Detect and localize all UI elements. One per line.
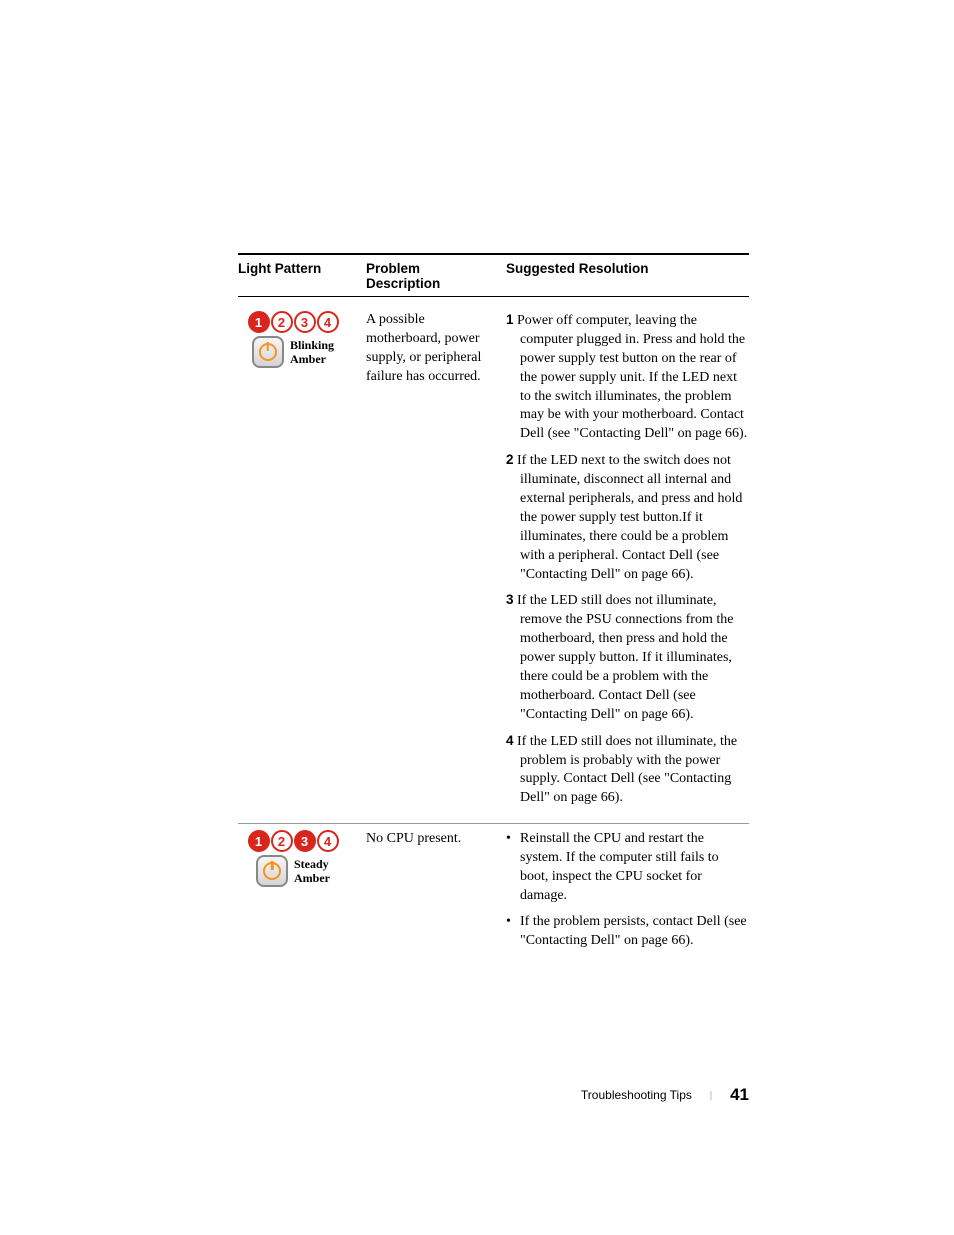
power-button-icon <box>252 336 284 368</box>
page-content: Light Pattern Problem Description Sugges… <box>0 0 954 966</box>
resolution-item: If the problem persists, contact Dell (s… <box>506 913 749 951</box>
led-indicator-icon: 4 <box>317 311 339 333</box>
led-indicator-icon: 4 <box>317 830 339 852</box>
power-button-icon <box>256 855 288 887</box>
power-label: BlinkingAmber <box>290 338 334 367</box>
led-indicator-icon: 1 <box>248 830 270 852</box>
step-number: 4 <box>506 733 514 748</box>
page-footer: Troubleshooting Tips | 41 <box>581 1085 749 1105</box>
header-problem: Problem Description <box>366 261 506 291</box>
table-row: 1234 SteadyAmber No CPU present.Reinstall … <box>238 824 749 965</box>
power-row: SteadyAmber <box>256 855 330 887</box>
footer-section: Troubleshooting Tips <box>581 1088 692 1102</box>
top-rule <box>238 253 749 255</box>
problem-description: No CPU present. <box>366 830 506 957</box>
resolution-list: 1 Power off computer, leaving the comput… <box>506 311 749 808</box>
header-resolution: Suggested Resolution <box>506 261 749 291</box>
led-indicator-icon: 2 <box>271 830 293 852</box>
led-indicator-icon: 3 <box>294 311 316 333</box>
resolution-item: 2 If the LED next to the switch does not… <box>506 451 749 584</box>
light-pattern-cell: 1234 SteadyAmber <box>238 830 366 957</box>
step-number: 3 <box>506 592 514 607</box>
footer-separator: | <box>710 1089 712 1101</box>
led-indicator-icon: 2 <box>271 311 293 333</box>
table-header: Light Pattern Problem Description Sugges… <box>238 261 749 297</box>
light-pattern-cell: 1234 BlinkingAmber <box>238 311 366 815</box>
footer-page-number: 41 <box>730 1085 749 1105</box>
header-light-pattern: Light Pattern <box>238 261 366 291</box>
suggested-resolution: Reinstall the CPU and restart the system… <box>506 830 749 957</box>
resolution-item: 3 If the LED still does not illuminate, … <box>506 591 749 724</box>
power-row: BlinkingAmber <box>252 336 334 368</box>
table-row: 1234BlinkingAmberA possible motherboard,… <box>238 305 749 824</box>
led-indicator-icon: 1 <box>248 311 270 333</box>
problem-description: A possible motherboard, power supply, or… <box>366 311 506 815</box>
step-number: 2 <box>506 452 514 467</box>
light-pattern: 1234 BlinkingAmber <box>238 311 348 368</box>
led-row: 1234 <box>247 311 339 333</box>
resolution-list: Reinstall the CPU and restart the system… <box>506 830 749 950</box>
suggested-resolution: 1 Power off computer, leaving the comput… <box>506 311 749 815</box>
led-indicator-icon: 3 <box>294 830 316 852</box>
resolution-item: Reinstall the CPU and restart the system… <box>506 830 749 906</box>
resolution-item: 1 Power off computer, leaving the comput… <box>506 311 749 444</box>
step-number: 1 <box>506 312 514 327</box>
light-pattern: 1234 SteadyAmber <box>238 830 348 887</box>
power-label: SteadyAmber <box>294 857 330 886</box>
resolution-item: 4 If the LED still does not illuminate, … <box>506 732 749 809</box>
power-icon <box>263 862 281 880</box>
led-row: 1234 <box>247 830 339 852</box>
table-body: 1234BlinkingAmberA possible motherboard,… <box>238 305 749 966</box>
power-icon <box>259 343 277 361</box>
